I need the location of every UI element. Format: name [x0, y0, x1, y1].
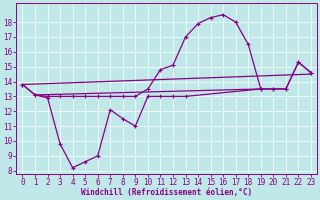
- X-axis label: Windchill (Refroidissement éolien,°C): Windchill (Refroidissement éolien,°C): [81, 188, 252, 197]
